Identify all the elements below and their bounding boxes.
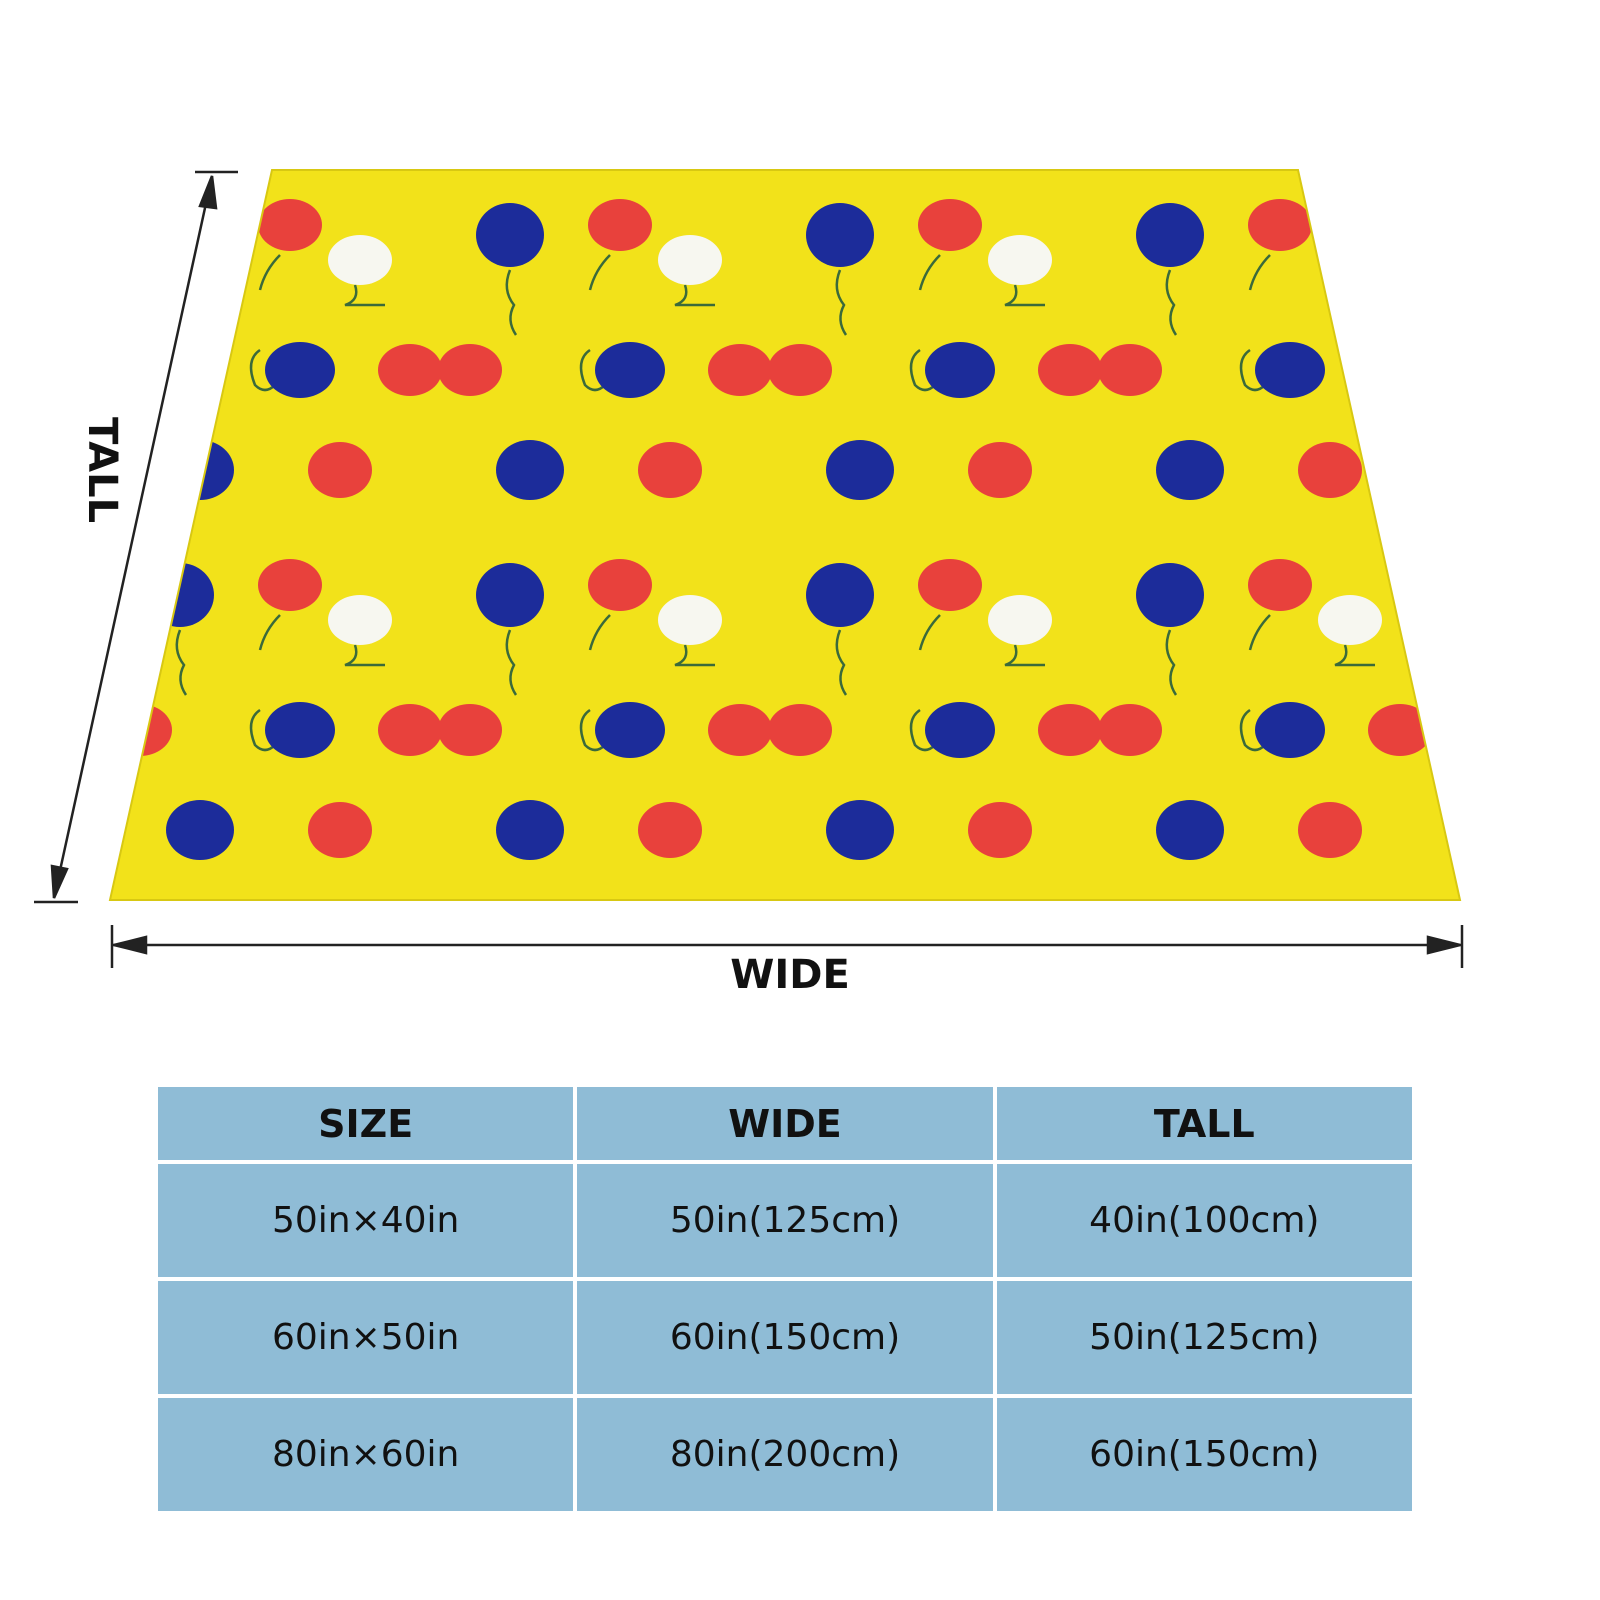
table-row-cell: 60in(150cm) xyxy=(996,1398,1412,1511)
wide-label: WIDE xyxy=(730,952,850,998)
table-row-cell: 60in(150cm) xyxy=(577,1281,993,1394)
header-row-cell: SIZE xyxy=(158,1087,574,1160)
table-row-cell: 50in×40in xyxy=(158,1164,574,1277)
blanket xyxy=(108,169,1462,901)
blanket-illustration: TALL WIDE xyxy=(34,169,1464,998)
tall-label: TALL xyxy=(79,417,125,523)
size-table: SIZE WIDE TALL 50in×40in 50in(125cm) 40in(100… xyxy=(154,1083,1416,1515)
table-row: 80in×60in 80in(200cm) 60in(150cm) xyxy=(158,1398,1412,1511)
tall-dimension xyxy=(34,170,238,904)
table-row-cell: 50in(125cm) xyxy=(577,1164,993,1277)
table-row-cell: 60in×50in xyxy=(158,1281,574,1394)
table-row: 50in×40in 50in(125cm) 40in(100cm) xyxy=(158,1164,1412,1277)
header-row-cell: TALL xyxy=(996,1087,1412,1160)
table-row-cell: 50in(125cm) xyxy=(996,1281,1412,1394)
header-row-cell: WIDE xyxy=(577,1087,993,1160)
wide-dimension xyxy=(110,925,1464,968)
header-row: SIZE WIDE TALL xyxy=(158,1087,1412,1160)
table-row-cell: 80in(200cm) xyxy=(577,1398,993,1511)
table-row-cell: 80in×60in xyxy=(158,1398,574,1511)
table-row-cell: 40in(100cm) xyxy=(996,1164,1412,1277)
table-row: 60in×50in 60in(150cm) 50in(125cm) xyxy=(158,1281,1412,1394)
